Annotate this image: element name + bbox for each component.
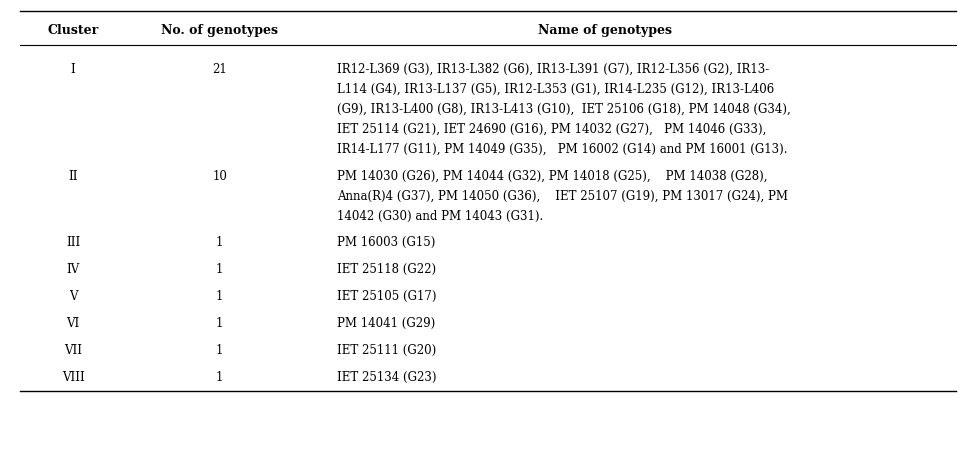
Text: IET 25118 (G22): IET 25118 (G22) [337,263,436,276]
Text: 10: 10 [212,169,227,182]
Text: III: III [66,236,80,249]
Text: 1: 1 [216,316,224,330]
Text: VII: VII [64,343,82,357]
Text: IR12-L369 (G3), IR13-L382 (G6), IR13-L391 (G7), IR12-L356 (G2), IR13-: IR12-L369 (G3), IR13-L382 (G6), IR13-L39… [337,63,769,76]
Text: (G9), IR13-L400 (G8), IR13-L413 (G10),  IET 25106 (G18), PM 14048 (G34),: (G9), IR13-L400 (G8), IR13-L413 (G10), I… [337,102,791,116]
Text: Anna(R)4 (G37), PM 14050 (G36),    IET 25107 (G19), PM 13017 (G24), PM: Anna(R)4 (G37), PM 14050 (G36), IET 2510… [337,189,788,202]
Text: 1: 1 [216,343,224,357]
Text: 1: 1 [216,263,224,276]
Text: PM 16003 (G15): PM 16003 (G15) [337,236,435,249]
Text: PM 14030 (G26), PM 14044 (G32), PM 14018 (G25),    PM 14038 (G28),: PM 14030 (G26), PM 14044 (G32), PM 14018… [337,169,767,182]
Text: IR14-L177 (G11), PM 14049 (G35),   PM 16002 (G14) and PM 16001 (G13).: IR14-L177 (G11), PM 14049 (G35), PM 1600… [337,142,788,156]
Text: I: I [71,63,75,76]
Text: VIII: VIII [61,370,85,383]
Text: PM 14041 (G29): PM 14041 (G29) [337,316,435,330]
Text: L114 (G4), IR13-L137 (G5), IR12-L353 (G1), IR14-L235 (G12), IR13-L406: L114 (G4), IR13-L137 (G5), IR12-L353 (G1… [337,82,774,96]
Text: IV: IV [66,263,80,276]
Text: 21: 21 [212,63,227,76]
Text: IET 25105 (G17): IET 25105 (G17) [337,289,436,303]
Text: IET 25111 (G20): IET 25111 (G20) [337,343,436,357]
Text: Cluster: Cluster [48,24,99,37]
Text: 1: 1 [216,370,224,383]
Text: IET 25114 (G21), IET 24690 (G16), PM 14032 (G27),   PM 14046 (G33),: IET 25114 (G21), IET 24690 (G16), PM 140… [337,122,766,136]
Text: IET 25134 (G23): IET 25134 (G23) [337,370,436,383]
Text: Name of genotypes: Name of genotypes [538,24,672,37]
Text: 14042 (G30) and PM 14043 (G31).: 14042 (G30) and PM 14043 (G31). [337,209,543,222]
Text: 1: 1 [216,289,224,303]
Text: II: II [68,169,78,182]
Text: V: V [69,289,77,303]
Text: VI: VI [66,316,80,330]
Text: No. of genotypes: No. of genotypes [161,24,278,37]
Text: 1: 1 [216,236,224,249]
